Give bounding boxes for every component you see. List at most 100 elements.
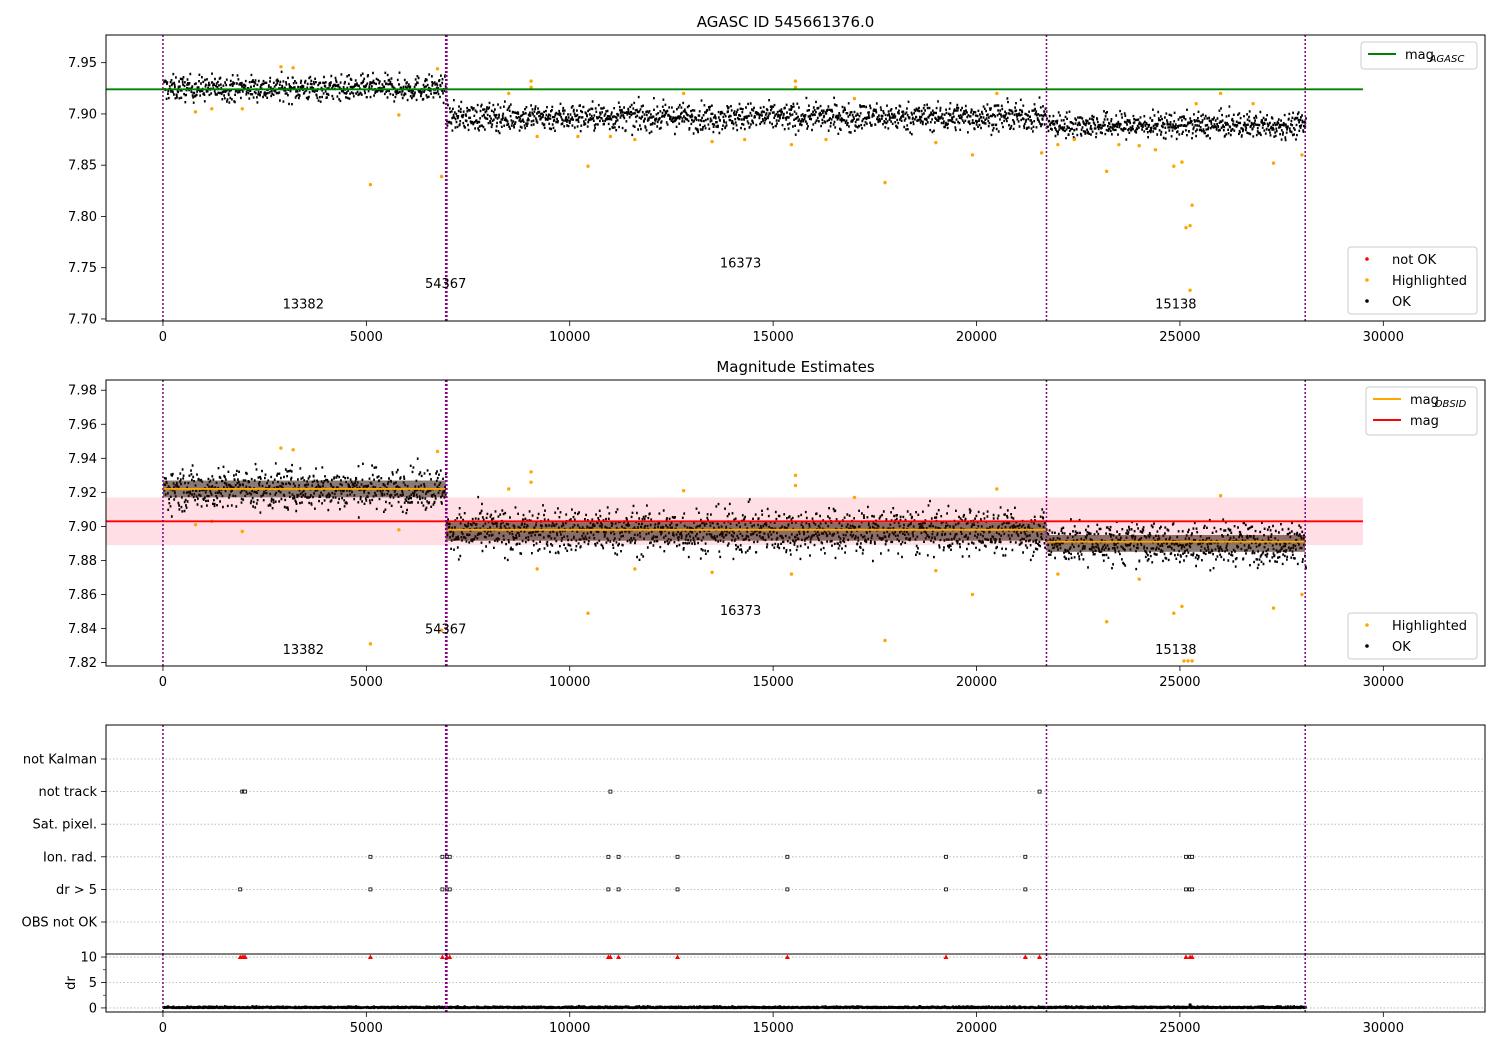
dr-points <box>162 1004 1307 1010</box>
y-tick-label: 7.86 <box>68 588 97 603</box>
x-tick-label: 0 <box>159 330 167 345</box>
y-tick-label: 7.70 <box>68 312 97 327</box>
dr-clipped-marker <box>784 954 790 960</box>
flag-marker <box>608 789 613 794</box>
highlighted-point <box>1218 494 1223 498</box>
highlighted-point <box>1072 137 1076 142</box>
x-tick-label: 5000 <box>350 1021 383 1036</box>
highlighted-point <box>1182 659 1186 663</box>
highlighted-point <box>1300 153 1304 157</box>
y-tick-label: 7.82 <box>68 656 97 671</box>
flag-marker <box>440 854 445 859</box>
highlighted-point <box>1172 164 1176 168</box>
highlighted-point <box>586 611 590 615</box>
y-tick-label: 7.98 <box>68 384 97 399</box>
legend-label: OK <box>1392 295 1411 310</box>
y-tick-label: 7.88 <box>68 554 97 569</box>
flag-marker <box>440 887 445 892</box>
x-tick-label: 15000 <box>752 675 793 690</box>
flag-category-label: not Kalman <box>23 753 97 768</box>
y-tick-label: 7.80 <box>68 210 97 225</box>
obsid-label: 13382 <box>283 643 324 658</box>
highlighted-point <box>1039 151 1044 155</box>
highlighted-point <box>1271 606 1276 610</box>
flag-marker <box>675 887 680 892</box>
highlighted-point <box>240 529 244 534</box>
highlighted-point <box>529 79 533 83</box>
obsid-label: 13382 <box>283 298 324 313</box>
flag-category-label: Ion. rad. <box>43 850 97 865</box>
axes-frame <box>105 379 1486 667</box>
x-tick-label: 15000 <box>752 330 793 345</box>
highlighted-point <box>789 142 794 147</box>
dr-point <box>1188 1003 1192 1007</box>
highlighted-point <box>852 96 857 101</box>
x-tick-label: 30000 <box>1363 675 1404 690</box>
highlighted-point <box>507 487 511 491</box>
highlighted-point <box>934 568 938 573</box>
x-tick-label: 30000 <box>1363 1021 1404 1036</box>
highlighted-point <box>995 91 999 96</box>
highlighted-point <box>1056 572 1060 576</box>
y-tick-label: 7.90 <box>68 107 97 122</box>
highlighted-point <box>1153 148 1158 152</box>
flag-marker <box>616 854 621 859</box>
flag-marker <box>606 854 611 859</box>
y-tick-label: 5 <box>89 976 97 991</box>
legend-label-subscript: OBSID <box>1435 399 1467 410</box>
dr-clipped-marker <box>675 954 681 960</box>
highlighted-point <box>291 448 295 452</box>
highlighted-point <box>1184 226 1188 230</box>
ok-points-cloud <box>446 95 1048 137</box>
highlighted-point <box>1190 659 1194 663</box>
highlighted-point <box>529 480 533 484</box>
highlighted-point <box>883 180 887 185</box>
x-tick-label: 0 <box>159 675 167 690</box>
panel-flags: not Kalman not track Sat. pixel. Ion. rad. d… <box>22 724 1486 955</box>
highlighted-point <box>1137 577 1141 581</box>
obsid-label: 16373 <box>720 604 761 619</box>
y-tick-label: 7.75 <box>68 261 97 276</box>
highlighted-point <box>193 523 198 527</box>
dr-clipped-marker <box>242 954 248 960</box>
highlighted-point <box>1251 101 1255 106</box>
flag-marker <box>447 887 452 892</box>
highlighted-point <box>368 642 373 646</box>
highlighted-point <box>793 79 798 83</box>
panel-magnitude-estimates: Magnitude Estimates 13382 54367 16373 15138 0… <box>68 358 1486 690</box>
legend-dot-marker <box>1365 623 1369 627</box>
x-tick-label: 20000 <box>956 330 997 345</box>
highlighted-point <box>535 134 539 139</box>
y-tick-label: 0 <box>89 1001 97 1016</box>
highlighted-point <box>710 139 714 144</box>
flag-marker <box>616 887 621 892</box>
obsid-label: 54367 <box>425 623 466 638</box>
highlighted-point <box>193 110 198 114</box>
legend-box <box>1360 41 1478 70</box>
highlighted-point <box>435 449 440 454</box>
ok-points-cloud <box>1046 105 1307 142</box>
highlighted-point <box>586 164 590 168</box>
y-tick-label: 7.85 <box>68 159 97 174</box>
x-tick-label: 30000 <box>1363 330 1404 345</box>
obsid-label: 15138 <box>1155 643 1196 658</box>
highlighted-point <box>279 65 283 69</box>
dr-clipped-marker <box>943 954 949 960</box>
highlighted-point <box>789 572 794 576</box>
x-tick-label: 0 <box>159 1021 167 1036</box>
dr-clipped-marker <box>367 954 373 960</box>
panel-title: Magnitude Estimates <box>716 358 874 376</box>
x-tick-label: 25000 <box>1159 675 1200 690</box>
highlighted-point <box>681 488 686 493</box>
highlighted-point <box>1218 91 1223 96</box>
ok-points-core <box>445 522 1047 541</box>
highlighted-point <box>1186 659 1190 663</box>
dr-clipped-marker <box>616 954 622 960</box>
highlighted-point <box>1180 604 1184 609</box>
legend-label: mag <box>1405 48 1434 63</box>
x-tick-label: 10000 <box>549 675 590 690</box>
highlighted-point <box>824 137 828 142</box>
dr-clipped-marker <box>1022 954 1028 960</box>
flag-marker <box>675 854 680 859</box>
